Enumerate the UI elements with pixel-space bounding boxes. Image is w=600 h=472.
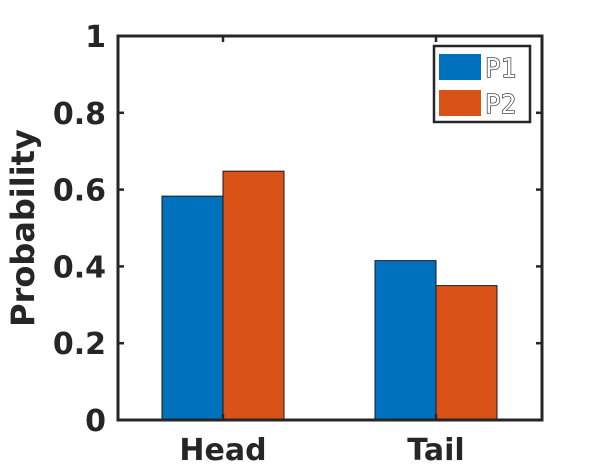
- y-tick-labels: 0 0.2 0.4 0.6 0.8 1: [53, 20, 106, 439]
- plot-frame: [116, 34, 544, 422]
- x-tick-labels: Head Tail: [179, 433, 464, 468]
- y-tick-label: 0.2: [53, 327, 106, 362]
- legend-swatch-p1: [439, 54, 481, 80]
- y-tick-label: 0.8: [53, 97, 106, 132]
- y-tick-label: 0.4: [53, 250, 106, 285]
- legend-swatch-p2: [439, 90, 481, 116]
- y-tick-label: 0: [85, 404, 106, 439]
- bars-group: [161, 170, 498, 421]
- y-axis-title: Probability: [4, 129, 42, 327]
- bar-tail-p2: [435, 285, 498, 421]
- legend-label-p2: P2: [485, 90, 516, 120]
- bar-head-p1: [161, 195, 224, 421]
- legend-label-p1: P1: [485, 54, 516, 84]
- x-tick-label: Head: [179, 433, 266, 468]
- x-tick-label: Tail: [407, 433, 464, 468]
- bar-tail-p1: [374, 260, 437, 421]
- y-tick-label: 1: [85, 20, 106, 55]
- bar-head-p2: [222, 170, 285, 421]
- y-tick-label: 0.6: [53, 174, 106, 209]
